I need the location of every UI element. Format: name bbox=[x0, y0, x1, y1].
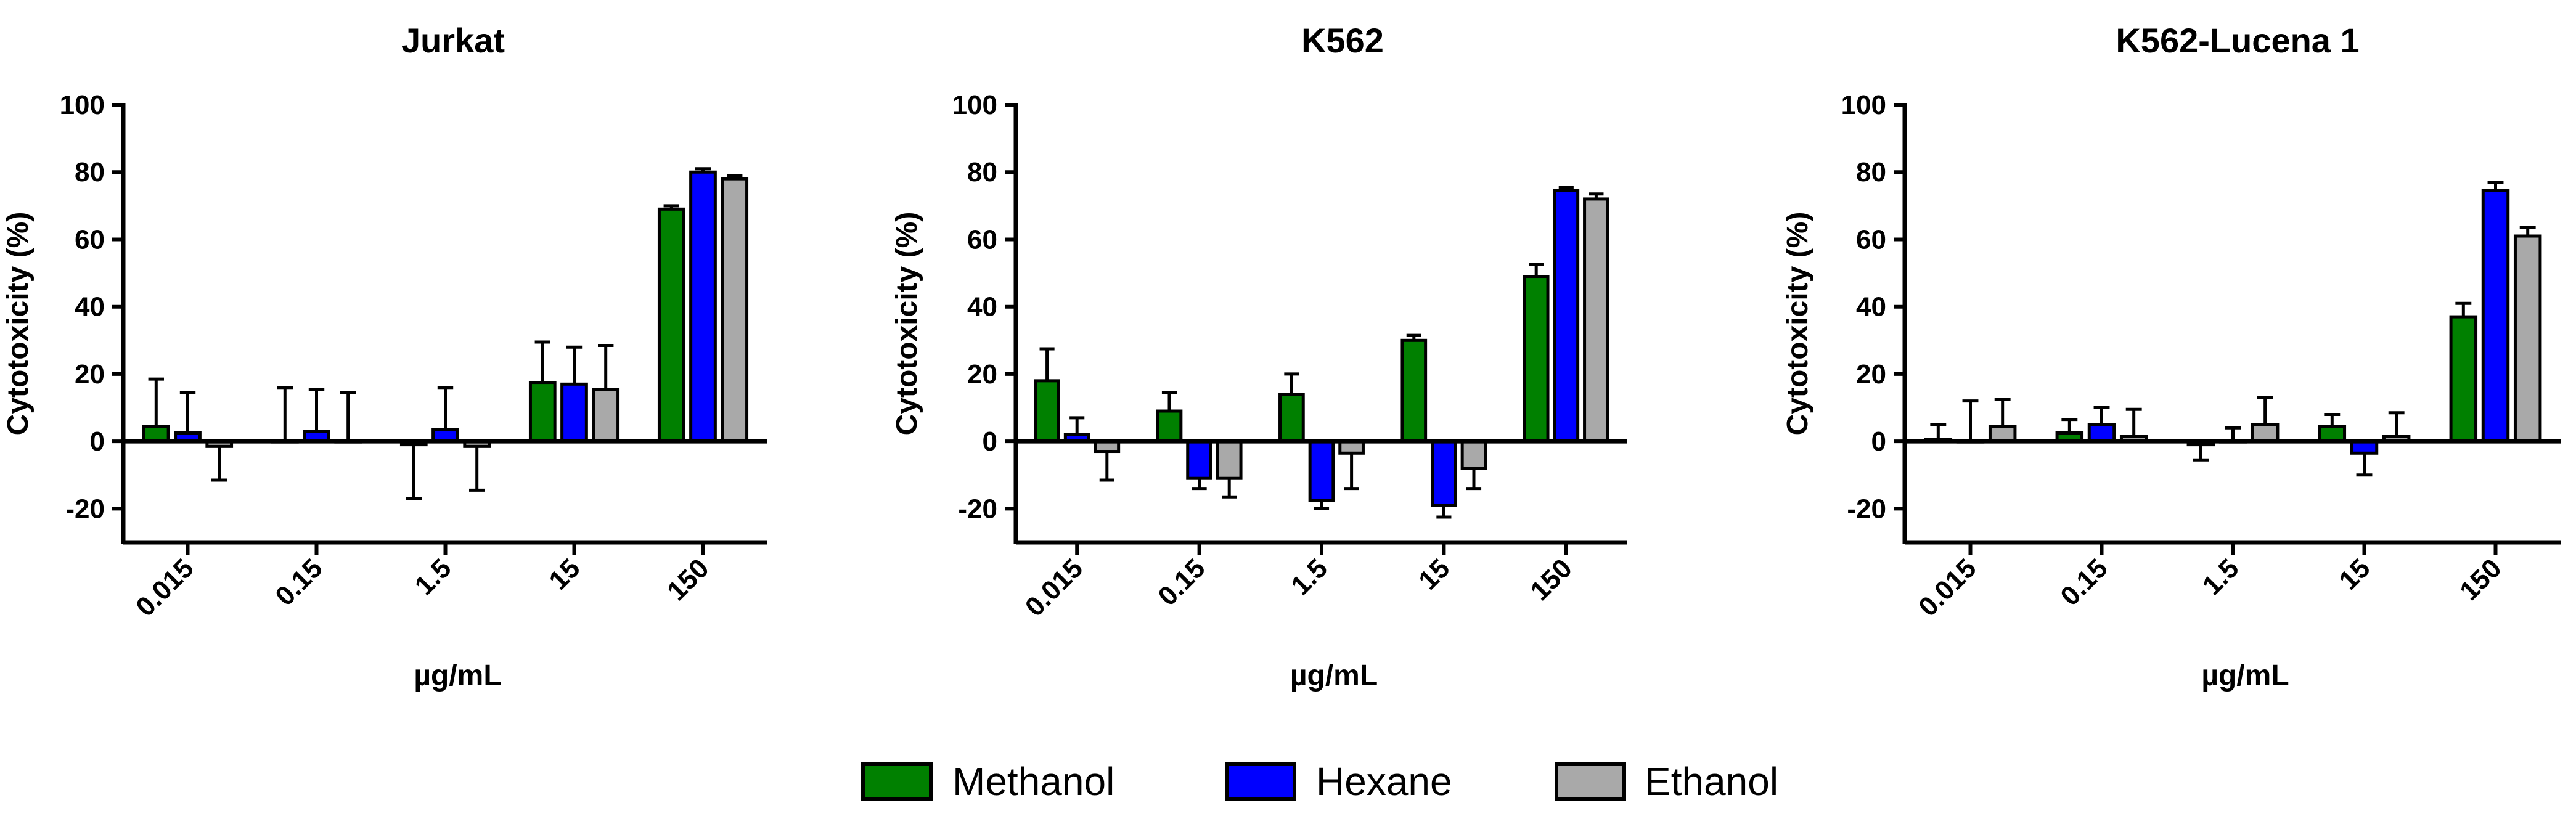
y-axis-title: Cytotoxicity (%) bbox=[2, 212, 35, 436]
bar-methanol-0.015 bbox=[142, 425, 170, 443]
bar-ethanol-0.15 bbox=[1216, 439, 1243, 480]
bar-hexane-150 bbox=[2481, 189, 2510, 443]
chart-panel-1: Jurkat Cytotoxicity (%) -20 0 20 40 60 80 100 0.0… bbox=[2, 21, 767, 692]
bar-ethanol-150 bbox=[2513, 234, 2542, 443]
legend-item-hexane: Hexane bbox=[1225, 759, 1452, 804]
x-tick-label: 15 bbox=[1413, 553, 1455, 595]
y-tick-label: 0 bbox=[983, 426, 997, 457]
bar-ethanol-1.5 bbox=[2251, 423, 2280, 443]
legend-swatch bbox=[861, 762, 933, 801]
bar-ethanol-15 bbox=[1460, 439, 1487, 470]
bar-hexane-150 bbox=[689, 170, 717, 443]
x-tick-label: 15 bbox=[543, 553, 586, 595]
y-tick-label: 40 bbox=[967, 292, 997, 322]
bar-methanol-0.015 bbox=[1034, 379, 1060, 443]
legend-label: Ethanol bbox=[1645, 759, 1778, 804]
bar-methanol-150 bbox=[657, 207, 685, 443]
bar-methanol-1.5 bbox=[1278, 393, 1305, 443]
y-tick-label: 0 bbox=[90, 426, 105, 457]
y-tick-label: 20 bbox=[75, 359, 105, 390]
y-tick-label: 80 bbox=[75, 157, 105, 187]
chart-panels: Jurkat Cytotoxicity (%) -20 0 20 40 60 80 100 0.0… bbox=[2, 21, 2561, 692]
y-tick-label: -20 bbox=[1847, 494, 1886, 524]
y-tick-label: 100 bbox=[1841, 90, 1886, 120]
y-tick-label: 60 bbox=[967, 224, 997, 255]
bar-hexane-15 bbox=[560, 382, 588, 443]
bar-ethanol-150 bbox=[1583, 197, 1609, 443]
bar-hexane-150 bbox=[1553, 189, 1580, 443]
y-tick-label: 60 bbox=[1856, 224, 1886, 255]
chart-panel-2: K562 Cytotoxicity (%) -20 0 20 40 60 80 100 0.015… bbox=[891, 21, 1627, 692]
legend-item-ethanol: Ethanol bbox=[1555, 759, 1778, 804]
x-tick-label: 150 bbox=[1524, 553, 1578, 606]
x-tick-label: 0.15 bbox=[2055, 553, 2113, 611]
y-tick-label: 80 bbox=[1856, 157, 1886, 187]
y-tick-label: 60 bbox=[75, 224, 105, 255]
y-tick-label: 100 bbox=[952, 90, 997, 120]
x-axis-title: µg/mL bbox=[414, 659, 501, 692]
x-axis-title: µg/mL bbox=[2201, 659, 2289, 692]
panel-title: K562-Lucena 1 bbox=[2116, 21, 2359, 60]
legend-label: Methanol bbox=[952, 759, 1114, 804]
bar-methanol-15 bbox=[2318, 425, 2347, 443]
y-tick-label: 40 bbox=[75, 292, 105, 322]
x-tick-label: 1.5 bbox=[409, 553, 457, 601]
bar-hexane-1.5 bbox=[1308, 439, 1335, 502]
y-tick-label: -20 bbox=[958, 494, 997, 524]
chart-panel-3: K562-Lucena 1 Cytotoxicity (%) -20 0 20 40 60 8… bbox=[1781, 21, 2561, 692]
panel-title: Jurkat bbox=[401, 21, 505, 60]
y-axis-title: Cytotoxicity (%) bbox=[891, 212, 923, 436]
bar-methanol-150 bbox=[2449, 315, 2478, 443]
legend-swatch bbox=[1225, 762, 1296, 801]
x-tick-label: 1.5 bbox=[2197, 553, 2245, 601]
bar-hexane-0.15 bbox=[2087, 423, 2116, 443]
x-tick-label: 0.015 bbox=[1020, 553, 1089, 622]
y-tick-label: -20 bbox=[65, 494, 105, 524]
x-tick-label: 0.015 bbox=[1913, 553, 1982, 622]
x-tick-label: 0.015 bbox=[130, 553, 200, 622]
x-tick-label: 15 bbox=[2333, 553, 2376, 595]
x-tick-label: 150 bbox=[661, 553, 715, 606]
legend-label: Hexane bbox=[1316, 759, 1452, 804]
y-tick-label: 20 bbox=[967, 359, 997, 390]
bar-methanol-0.15 bbox=[1156, 409, 1183, 443]
x-tick-label: 0.15 bbox=[1152, 553, 1211, 611]
y-tick-label: 0 bbox=[1871, 426, 1886, 457]
bar-methanol-15 bbox=[528, 381, 557, 443]
bar-ethanol-15 bbox=[592, 388, 620, 443]
y-tick-label: 40 bbox=[1856, 292, 1886, 322]
x-tick-label: 0.15 bbox=[269, 553, 328, 611]
bar-ethanol-150 bbox=[721, 177, 749, 443]
y-tick-label: 100 bbox=[60, 90, 105, 120]
x-tick-label: 1.5 bbox=[1285, 553, 1333, 601]
y-axis-title: Cytotoxicity (%) bbox=[1781, 212, 1814, 436]
x-tick-label: 150 bbox=[2454, 553, 2508, 606]
chart-legend: Methanol Hexane Ethanol bbox=[861, 759, 1778, 804]
x-axis-title: µg/mL bbox=[1290, 659, 1378, 692]
panel-title: K562 bbox=[1301, 21, 1384, 60]
y-tick-label: 80 bbox=[967, 157, 997, 187]
bar-hexane-15 bbox=[1431, 439, 1457, 507]
legend-swatch bbox=[1555, 762, 1626, 801]
bar-hexane-0.15 bbox=[1186, 439, 1212, 480]
bar-methanol-15 bbox=[1400, 338, 1428, 443]
bar-methanol-150 bbox=[1523, 275, 1550, 443]
bar-ethanol-0.015 bbox=[1988, 425, 2017, 443]
legend-item-methanol: Methanol bbox=[861, 759, 1114, 804]
y-tick-label: 20 bbox=[1856, 359, 1886, 390]
